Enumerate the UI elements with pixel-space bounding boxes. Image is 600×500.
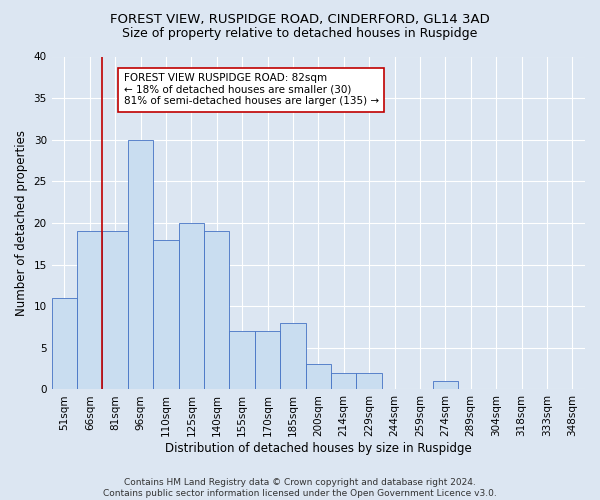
Y-axis label: Number of detached properties: Number of detached properties <box>15 130 28 316</box>
Bar <box>179 223 204 390</box>
Bar <box>255 331 280 390</box>
Bar <box>204 232 229 390</box>
Text: Size of property relative to detached houses in Ruspidge: Size of property relative to detached ho… <box>122 28 478 40</box>
Bar <box>77 232 103 390</box>
Bar <box>280 323 305 390</box>
X-axis label: Distribution of detached houses by size in Ruspidge: Distribution of detached houses by size … <box>165 442 472 455</box>
Bar <box>433 381 458 390</box>
Bar <box>153 240 179 390</box>
Bar <box>103 232 128 390</box>
Bar <box>356 373 382 390</box>
Bar <box>52 298 77 390</box>
Text: FOREST VIEW, RUSPIDGE ROAD, CINDERFORD, GL14 3AD: FOREST VIEW, RUSPIDGE ROAD, CINDERFORD, … <box>110 12 490 26</box>
Bar <box>128 140 153 390</box>
Text: Contains HM Land Registry data © Crown copyright and database right 2024.
Contai: Contains HM Land Registry data © Crown c… <box>103 478 497 498</box>
Bar <box>229 331 255 390</box>
Bar <box>305 364 331 390</box>
Text: FOREST VIEW RUSPIDGE ROAD: 82sqm
← 18% of detached houses are smaller (30)
81% o: FOREST VIEW RUSPIDGE ROAD: 82sqm ← 18% o… <box>124 73 379 106</box>
Bar <box>331 373 356 390</box>
